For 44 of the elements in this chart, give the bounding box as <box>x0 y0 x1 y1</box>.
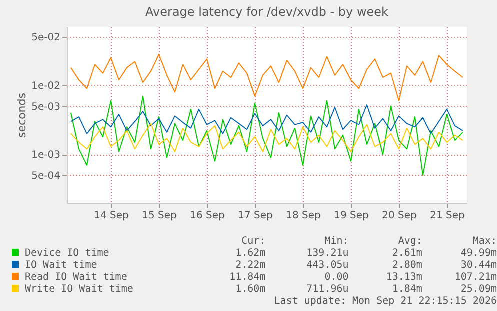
text: 1.84m <box>391 283 422 295</box>
text: Cur: <box>240 235 266 247</box>
legend-label: Read IO Wait time <box>24 272 128 282</box>
x-tick-label: 17 Sep <box>238 210 273 222</box>
x-tick-label: 15 Sep <box>142 210 177 222</box>
y-tick-label: 5e-03 <box>32 102 60 113</box>
line-series <box>70 123 464 152</box>
text: 13.13m <box>385 271 422 283</box>
text: 1.62m <box>234 247 266 259</box>
line-series <box>70 96 464 176</box>
text: 2.22m <box>234 259 266 271</box>
text: 0.00 <box>324 271 349 283</box>
x-tick-label: 14 Sep <box>94 210 129 222</box>
text: 30.44m <box>460 259 497 271</box>
text: 2.61m <box>391 247 422 259</box>
text: 2.80m <box>391 259 422 271</box>
text: 49.99m <box>460 247 497 259</box>
text: 443.05u <box>306 259 349 271</box>
line-series <box>70 104 464 134</box>
text: 711.96u <box>306 283 349 295</box>
y-tick-label: 1e-03 <box>32 150 60 162</box>
text: Avg: <box>397 235 422 247</box>
text: 25.09m <box>460 283 497 295</box>
legend-label: Device IO time <box>24 248 110 258</box>
legend-label: IO Wait time <box>24 260 98 270</box>
text: 107.21m <box>454 271 497 283</box>
text: Max: <box>472 235 497 247</box>
text: 139.21u <box>306 247 349 259</box>
chart-title: Average latency for /dev/xvdb - by week <box>146 5 389 19</box>
x-tick-label: 20 Sep <box>382 210 417 222</box>
x-tick-label: 16 Sep <box>190 210 225 222</box>
text: Min: <box>324 235 349 247</box>
legend-label: Write IO Wait time <box>24 284 134 294</box>
line-series <box>70 54 464 102</box>
y-tick-label: 5e-04 <box>32 170 60 182</box>
x-tick-label: 21 Sep <box>430 210 465 222</box>
y-tick-label: 1e-02 <box>32 80 60 92</box>
text: Last update: Mon Sep 21 22:15:15 2026 <box>273 295 497 307</box>
text: 1.60m <box>234 283 266 295</box>
y-axis-title: seconds <box>16 92 29 138</box>
x-tick-label: 19 Sep <box>334 210 369 222</box>
text: 11.84m <box>228 271 266 283</box>
x-tick-label: 18 Sep <box>286 210 321 222</box>
y-tick-label: 5e-02 <box>32 32 60 44</box>
